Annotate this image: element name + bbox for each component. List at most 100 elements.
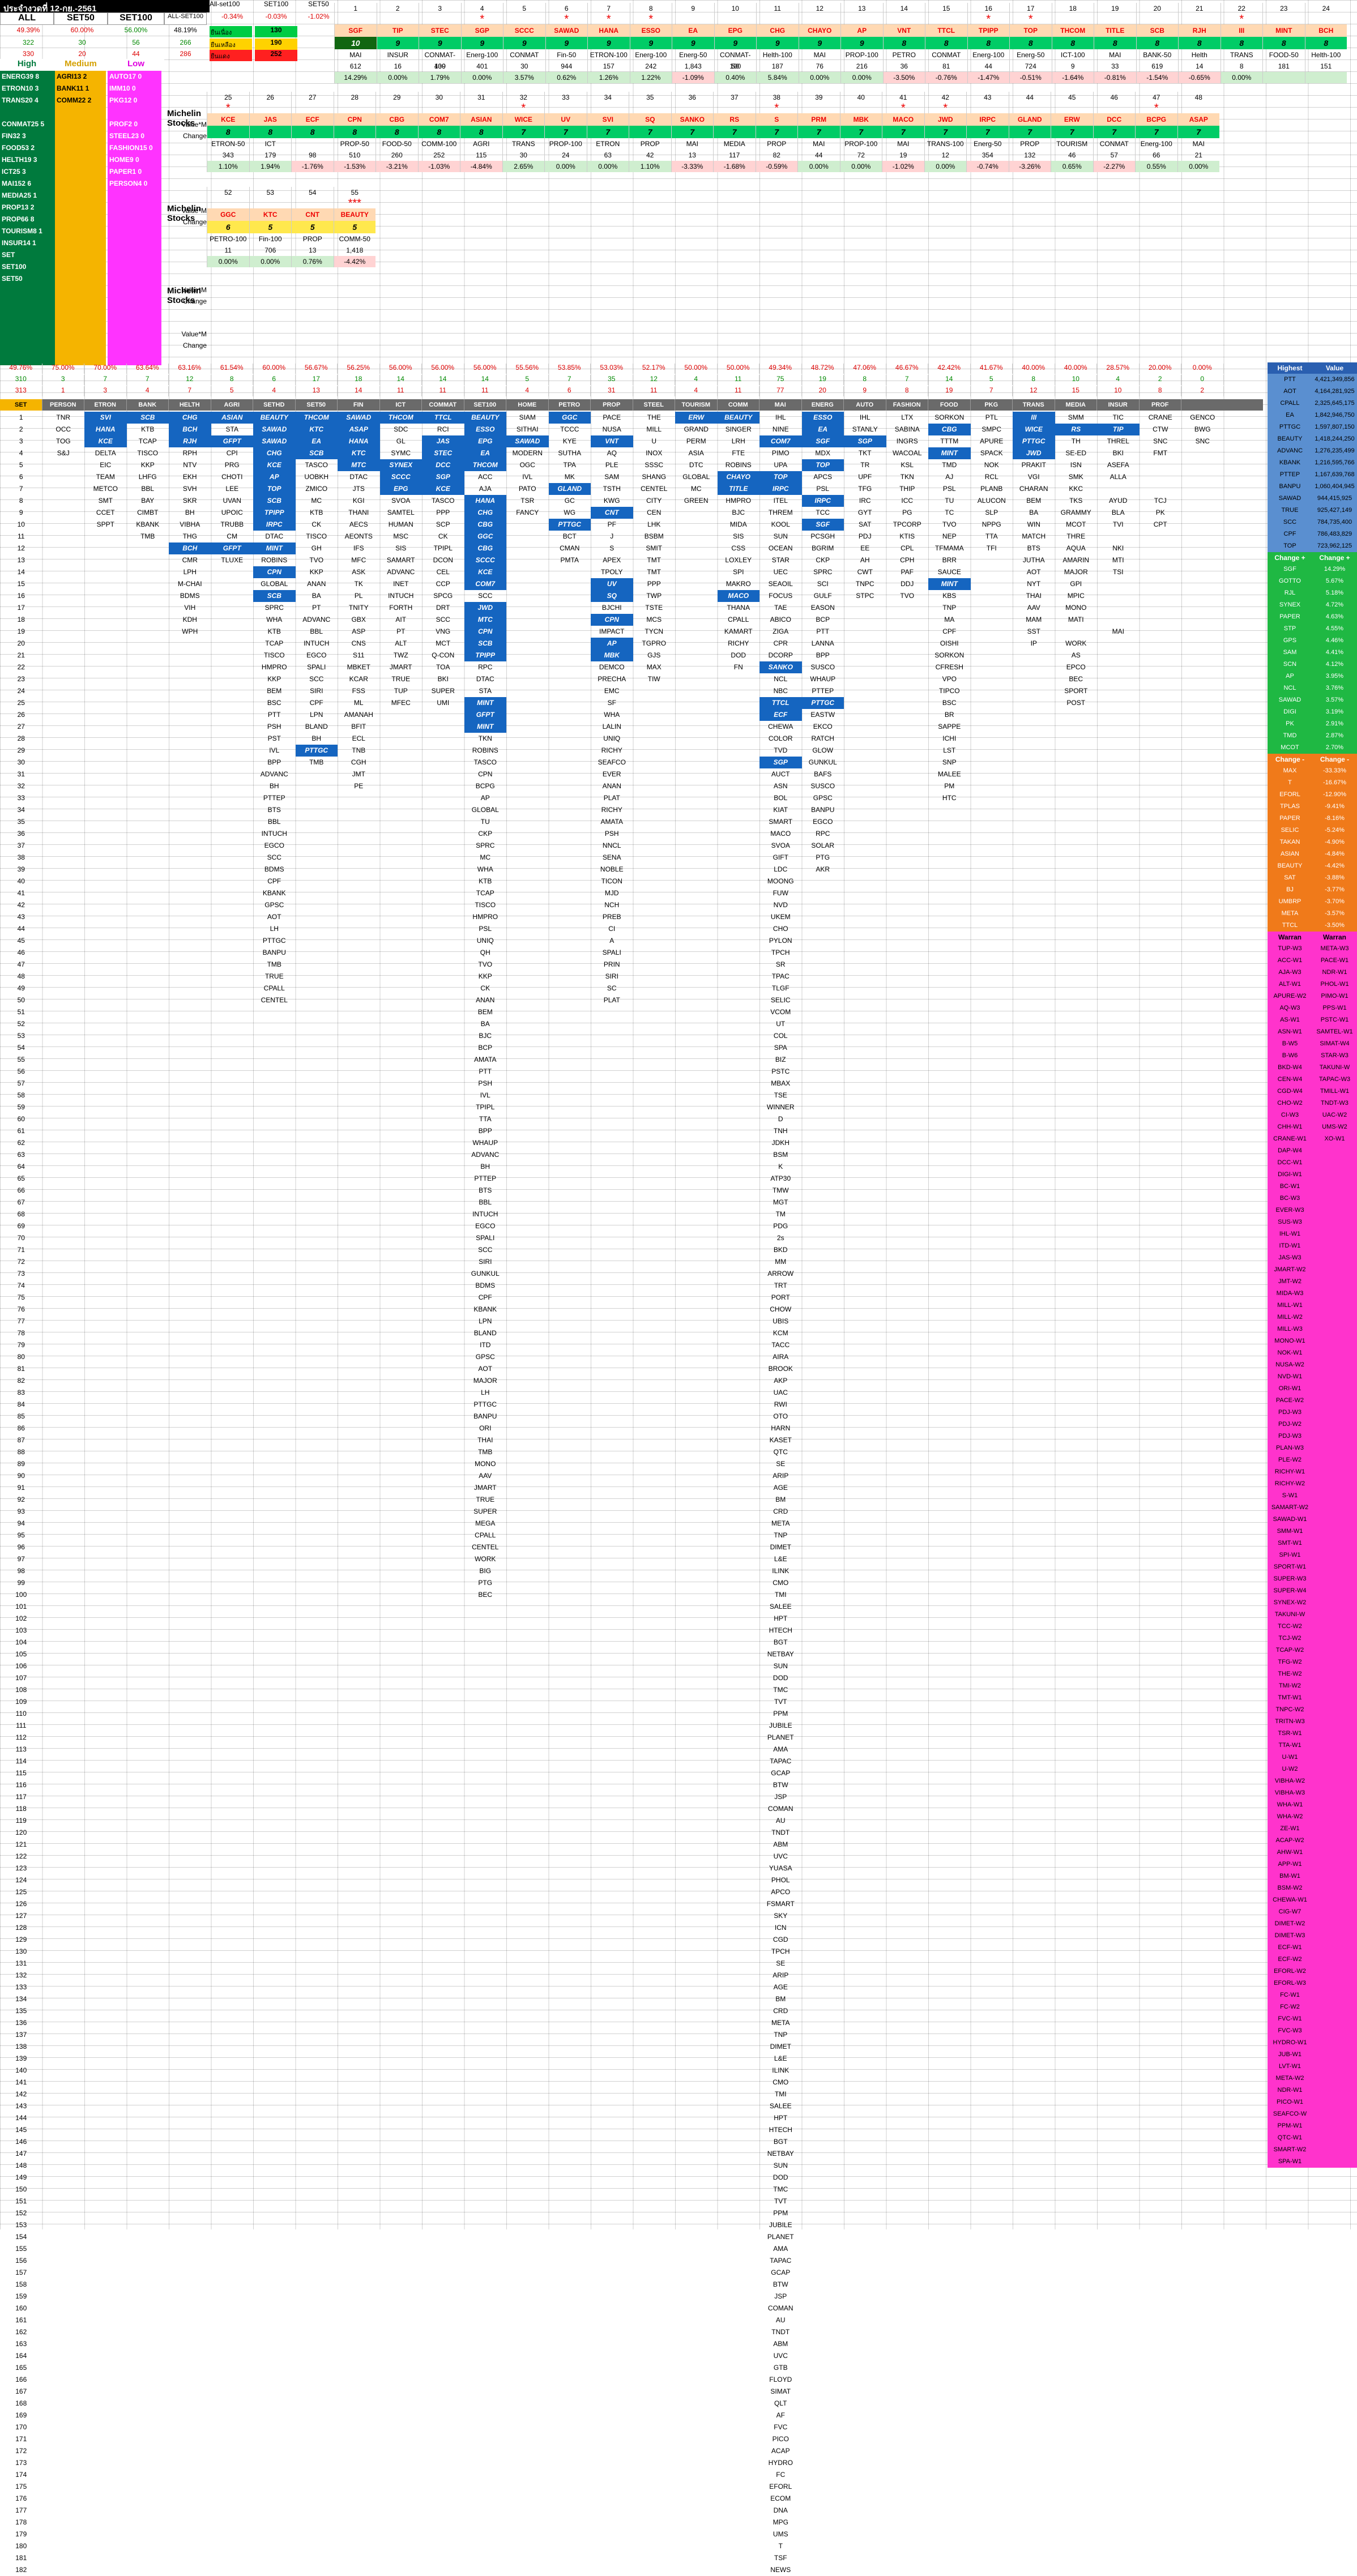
summary-cell: 56.25% [338, 364, 380, 374]
list-cell [506, 1779, 549, 1791]
row-number: 32 [0, 780, 42, 792]
list-cell [549, 1327, 591, 1339]
list-cell [169, 1886, 211, 1898]
list-cell [971, 1970, 1013, 1981]
list-cell [296, 887, 338, 899]
list-cell: BCH [169, 424, 211, 435]
list-cell [296, 1779, 338, 1791]
list-cell [211, 1256, 254, 1268]
list-cell [211, 1862, 254, 1874]
list-cell [802, 2243, 844, 2255]
list-cell [211, 1851, 254, 1862]
list-cell [718, 768, 760, 780]
summary-cell: 49.76% [0, 364, 42, 374]
list-cell [1013, 661, 1055, 673]
high-item: MAI152 6 [0, 178, 57, 190]
list-cell: TVI [1097, 519, 1140, 531]
list-cell [84, 1601, 127, 1613]
stock-change: 1.22% [630, 72, 672, 83]
list-cell [1097, 2005, 1140, 2017]
list-cell [971, 1613, 1013, 1625]
summary-cell: 11 [718, 386, 760, 396]
medium-item: COMM22 2 [55, 95, 106, 106]
list-cell: LALIN [591, 721, 633, 733]
stock-value: 354 [967, 149, 1009, 161]
list-cell [169, 1874, 211, 1886]
list-cell [971, 1565, 1013, 1577]
list-cell [422, 1458, 464, 1470]
list-cell [211, 1161, 254, 1173]
list-cell [506, 1708, 549, 1720]
list-cell [802, 2041, 844, 2053]
list-cell [718, 1244, 760, 1256]
list-cell [506, 1827, 549, 1839]
stock-card: 34 SVI 7 ETRON 63 0.00% [587, 92, 629, 172]
stock-rank: 10 [715, 3, 757, 14]
list-cell [928, 1411, 971, 1422]
list-cell [338, 1862, 380, 1874]
list-cell: EVER [591, 768, 633, 780]
list-cell [42, 1113, 85, 1125]
list-cell [380, 2053, 423, 2065]
list-cell [1055, 1637, 1098, 1648]
stock-sector: CONMAT [925, 49, 967, 61]
list-cell [422, 1565, 464, 1577]
list-cell [633, 1577, 676, 1589]
list-cell: NEP [928, 531, 971, 542]
list-cell [380, 1054, 423, 1066]
list-cell [380, 1696, 423, 1708]
stock-card: 4 * SGP 9 Energ-100 401 0.00% [461, 3, 503, 83]
list-cell [42, 935, 85, 947]
list-cell [718, 1970, 760, 1981]
list-cell [1097, 1684, 1140, 1696]
list-cell [253, 1767, 296, 1779]
list-cell [296, 1851, 338, 1862]
list-cell [675, 1268, 718, 1280]
list-cell [169, 1648, 211, 1660]
list-cell [422, 1993, 464, 2005]
list-cell: ILINK [759, 2065, 802, 2077]
list-cell [886, 1970, 929, 1981]
list-cell [633, 1149, 676, 1161]
list-cell [886, 2100, 929, 2112]
list-cell [42, 1256, 85, 1268]
set100-up: 56 [113, 39, 159, 46]
list-cell [506, 2065, 549, 2077]
list-cell: SPORT [1055, 685, 1098, 697]
list-cell: SELIC [759, 994, 802, 1006]
list-cell [169, 2184, 211, 2195]
list-cell [549, 1886, 591, 1898]
list-cell: TVO [296, 554, 338, 566]
list-cell: LHK [633, 519, 676, 531]
list-cell [506, 2267, 549, 2279]
list-cell [718, 982, 760, 994]
list-cell [633, 1744, 676, 1755]
summary-cell: 40.00% [1013, 364, 1055, 374]
stock-score: 8 [1052, 37, 1094, 49]
stock-value: 50 [715, 61, 757, 72]
list-cell [928, 1839, 971, 1851]
row-number: 142 [0, 2088, 42, 2100]
list-cell [296, 1030, 338, 1042]
list-cell [633, 1874, 676, 1886]
list-cell [211, 1981, 254, 1993]
list-cell [549, 994, 591, 1006]
list-cell [971, 1874, 1013, 1886]
row-number: 149 [0, 2172, 42, 2184]
list-cell [127, 614, 169, 626]
list-cell: EPG [464, 435, 507, 447]
list-cell [1140, 1732, 1182, 1744]
list-cell [380, 1660, 423, 1672]
list-cell [971, 1625, 1013, 1637]
list-cell: BA [1013, 507, 1055, 519]
list-cell [844, 1256, 886, 1268]
high-item: TRANS20 4 [0, 95, 57, 106]
list-cell [169, 721, 211, 733]
list-cell [1013, 1803, 1055, 1815]
list-cell: CKP [802, 554, 844, 566]
list-cell [1013, 1530, 1055, 1541]
list-cell [506, 614, 549, 626]
stock-card: 53 KTC 5 Fin-100 706 0.00% [249, 187, 292, 267]
list-cell [633, 1137, 676, 1149]
row-number: 135 [0, 2005, 42, 2017]
